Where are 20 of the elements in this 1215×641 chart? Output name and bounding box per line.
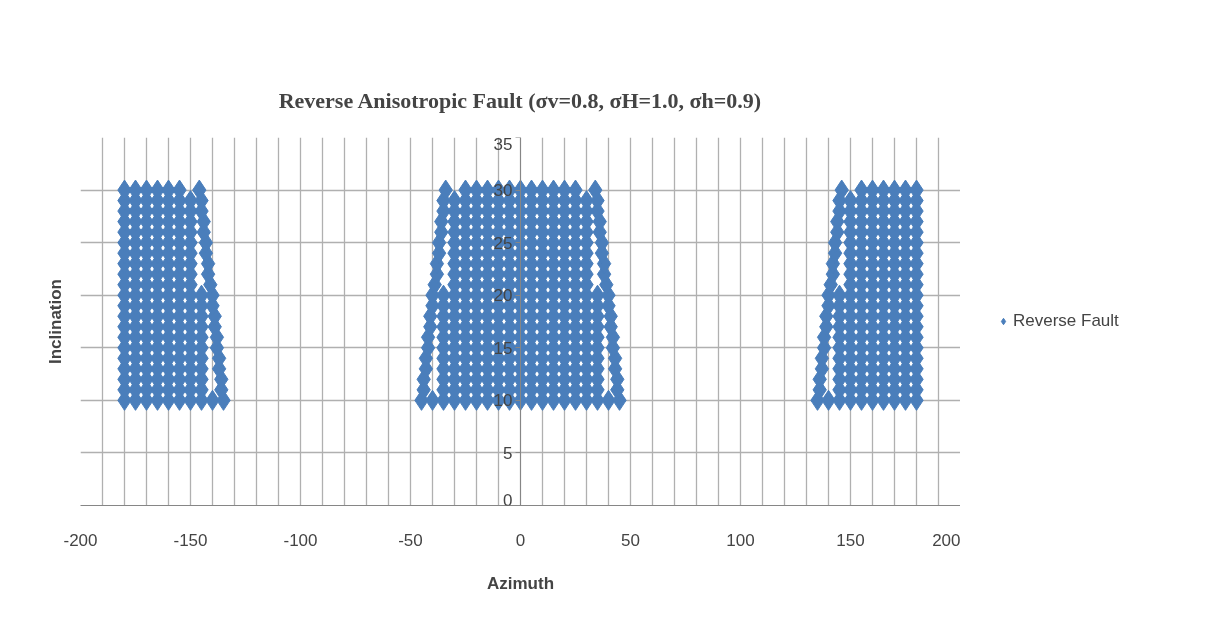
chart-title: Reverse Anisotropic Fault (σv=0.8, σH=1.0, σh=0.9) <box>278 87 762 113</box>
x-tick-label: 50 <box>621 530 640 550</box>
x-axis-title: Azimuth <box>486 573 555 593</box>
y-tick-label: 0 <box>503 490 513 510</box>
x-tick-label: -50 <box>398 530 423 550</box>
legend-label: Reverse Fault <box>1013 311 1119 331</box>
x-tick-label: 100 <box>726 530 755 550</box>
x-tick-label: -150 <box>173 530 208 550</box>
x-tick-label: 150 <box>836 530 865 550</box>
x-tick-label: -200 <box>63 530 98 550</box>
y-tick-label: 15 <box>493 338 513 358</box>
x-tick-label: 200 <box>932 530 961 550</box>
y-tick-label: 10 <box>493 391 513 411</box>
y-tick-label: 25 <box>493 233 513 253</box>
y-tick-label: 30 <box>493 181 513 201</box>
y-axis-title: Inclination <box>45 279 65 364</box>
y-tick-label: 5 <box>503 443 513 463</box>
y-tick-label: 20 <box>493 286 513 306</box>
x-tick-label: -100 <box>283 530 318 550</box>
y-tick-label: 35 <box>493 134 513 154</box>
